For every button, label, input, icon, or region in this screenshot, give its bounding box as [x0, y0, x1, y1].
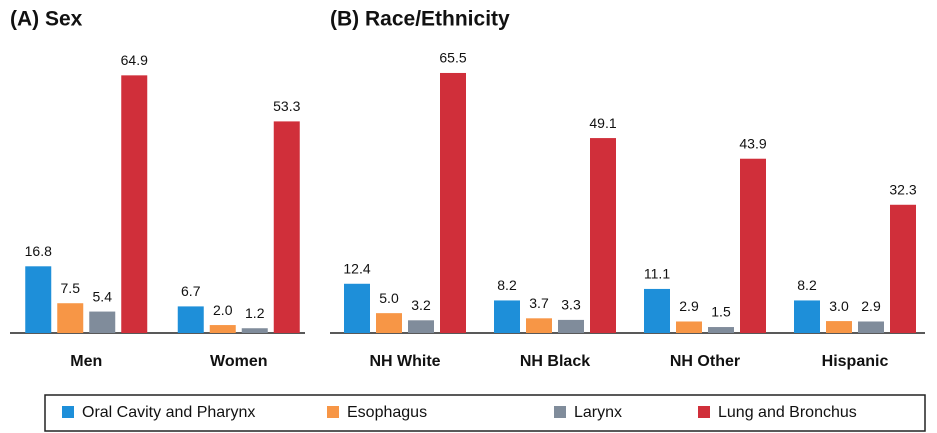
- legend-label: Esophagus: [347, 404, 427, 421]
- x-tick-label: Hispanic: [822, 353, 889, 370]
- bar: [241, 328, 268, 333]
- chart-title: (A) Sex: [10, 8, 83, 31]
- legend-box: [44, 394, 926, 432]
- data-label: 43.9: [739, 135, 766, 151]
- data-label: 8.2: [497, 277, 517, 293]
- data-label: 7.5: [61, 280, 81, 296]
- bar: [558, 319, 584, 333]
- data-label: 2.0: [213, 302, 233, 318]
- data-label: 3.3: [561, 297, 581, 313]
- data-label: 3.7: [529, 295, 549, 311]
- legend-swatch: [327, 406, 339, 418]
- bar: [344, 283, 370, 333]
- data-label: 1.5: [711, 304, 731, 320]
- data-label: 53.3: [273, 98, 300, 114]
- data-label: 16.8: [25, 243, 52, 259]
- legend-label: Larynx: [574, 404, 622, 421]
- bar: [644, 288, 670, 333]
- data-label: 5.0: [379, 290, 399, 306]
- x-tick-label: Men: [70, 353, 102, 370]
- data-label: 11.1: [644, 266, 670, 282]
- bar: [890, 204, 916, 333]
- bar: [794, 300, 820, 333]
- x-tick-label: Women: [210, 353, 267, 370]
- bar: [121, 75, 148, 334]
- legend-swatch: [698, 406, 710, 418]
- x-tick-label: NH White: [369, 353, 440, 370]
- data-label: 2.9: [679, 298, 699, 314]
- bar: [408, 320, 434, 333]
- data-label: 1.2: [245, 305, 265, 321]
- data-label: 8.2: [797, 277, 817, 293]
- bar: [440, 72, 466, 333]
- data-label: 49.1: [589, 115, 616, 131]
- data-label: 3.2: [411, 297, 431, 313]
- data-label: 32.3: [889, 181, 916, 197]
- bar: [826, 321, 852, 333]
- bar: [858, 321, 884, 333]
- data-label: 3.0: [829, 298, 849, 314]
- bar: [676, 321, 702, 333]
- bar: [526, 318, 552, 333]
- legend-swatch: [62, 406, 74, 418]
- data-label: 12.4: [343, 260, 370, 276]
- bar: [25, 266, 52, 333]
- data-label: 6.7: [181, 283, 201, 299]
- legend-label: Lung and Bronchus: [718, 404, 857, 421]
- bar: [209, 325, 236, 333]
- bar: [708, 327, 734, 333]
- legend-label: Oral Cavity and Pharynx: [82, 404, 255, 421]
- chart-title: (B) Race/Ethnicity: [330, 8, 510, 31]
- bar: [273, 121, 300, 333]
- bar: [177, 306, 204, 333]
- bar: [57, 303, 84, 333]
- data-label: 65.5: [439, 50, 466, 66]
- bar: [590, 138, 616, 333]
- data-label: 2.9: [861, 298, 881, 314]
- x-tick-label: NH Other: [670, 353, 740, 370]
- bar: [89, 311, 116, 333]
- bar: [740, 158, 766, 333]
- data-label: 64.9: [121, 52, 148, 68]
- bar: [494, 300, 520, 333]
- legend-swatch: [554, 406, 566, 418]
- x-tick-label: NH Black: [520, 353, 590, 370]
- bar: [376, 313, 402, 333]
- data-label: 5.4: [93, 288, 113, 304]
